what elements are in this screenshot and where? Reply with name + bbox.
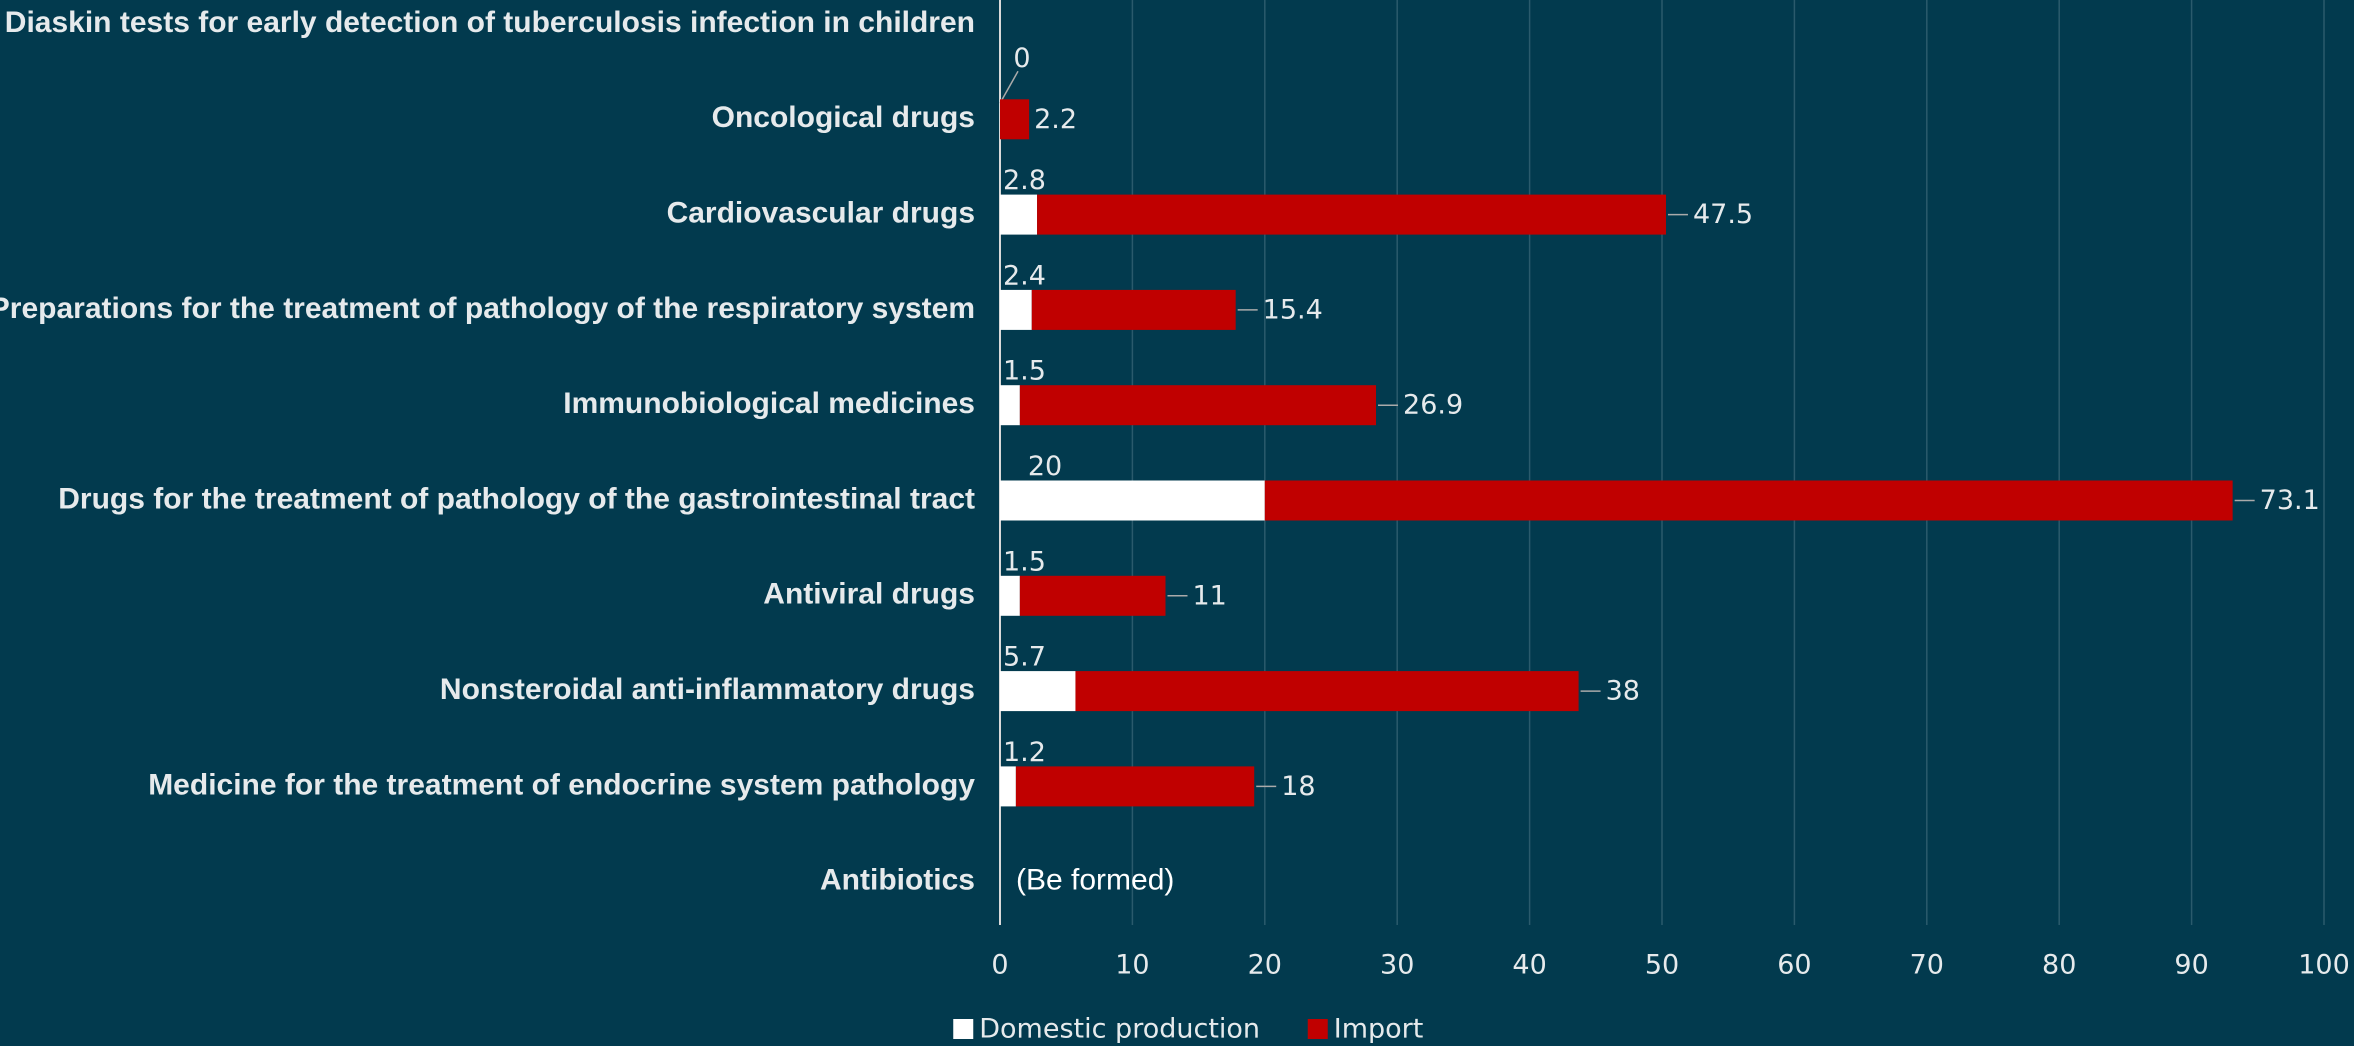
x-tick-label: 70: [1910, 950, 1944, 981]
bar-segment: [1000, 385, 1020, 426]
x-tick-label: 80: [2042, 950, 2076, 981]
bar-segment: [1075, 671, 1579, 712]
data-label: 5.7: [1003, 642, 1046, 673]
leader-line: [999, 70, 1019, 104]
data-label: 73.1: [2260, 485, 2320, 516]
x-tick-label: 50: [1645, 950, 1679, 981]
data-label: 26.9: [1403, 390, 1463, 421]
data-label: 20: [1028, 451, 1062, 482]
data-label: 2.4: [1003, 260, 1046, 291]
x-tick-label: 20: [1248, 950, 1282, 981]
bar-segment: [1031, 289, 1236, 330]
bar-segment: [1000, 480, 1265, 521]
data-label: 11: [1193, 580, 1227, 611]
legend-label: Import: [1334, 1014, 1424, 1045]
bar-segment: [1019, 575, 1166, 616]
category-label: Antiviral drugs: [763, 578, 975, 611]
category-label: Diaskin tests for early detection of tub…: [5, 6, 975, 39]
legend-swatch: [1307, 1019, 1328, 1039]
legend-label: Domestic production: [979, 1014, 1260, 1045]
bar-segment: [1000, 575, 1020, 616]
x-tick-label: 40: [1512, 950, 1546, 981]
data-label: 47.5: [1693, 199, 1753, 230]
category-label: Preparations for the treatment of pathol…: [0, 292, 975, 325]
annotation: (Be formed): [1016, 864, 1174, 897]
category-label: Nonsteroidal anti-inflammatory drugs: [440, 673, 975, 706]
category-label: Immunobiological medicines: [563, 387, 975, 420]
x-tick-label: 0: [991, 950, 1008, 981]
category-label: Antibiotics: [820, 864, 975, 897]
category-label: Cardiovascular drugs: [667, 197, 975, 230]
x-tick-label: 30: [1380, 950, 1414, 981]
bar-segment: [1000, 766, 1016, 807]
data-label: 1.5: [1003, 546, 1046, 577]
category-label: Oncological drugs: [712, 101, 975, 134]
bar-segment: [1000, 671, 1076, 712]
legend-swatch: [953, 1019, 974, 1039]
category-label: Medicine for the treatment of endocrine …: [148, 768, 975, 801]
bar-segment: [1000, 194, 1038, 235]
x-tick-label: 100: [2298, 950, 2350, 981]
bar-segment: [1015, 766, 1255, 807]
data-label: 18: [1281, 771, 1315, 802]
x-tick-label: 60: [1777, 950, 1811, 981]
data-label: 1.2: [1003, 737, 1046, 768]
data-label: 0: [1013, 43, 1030, 74]
x-tick-label: 10: [1115, 950, 1149, 981]
data-label: 2.2: [1034, 104, 1077, 135]
bar-segment: [1264, 480, 2233, 521]
bar-segment: [1000, 99, 1030, 140]
bar-segment: [1000, 289, 1032, 330]
data-label: 1.5: [1003, 356, 1046, 387]
data-label: 2.8: [1003, 165, 1046, 196]
bar-segment: [1019, 385, 1377, 426]
data-label: 15.4: [1263, 294, 1323, 325]
bar-segment: [1037, 194, 1666, 235]
category-label: Drugs for the treatment of pathology of …: [58, 482, 975, 515]
x-tick-label: 90: [2174, 950, 2208, 981]
data-label: 38: [1606, 676, 1640, 707]
